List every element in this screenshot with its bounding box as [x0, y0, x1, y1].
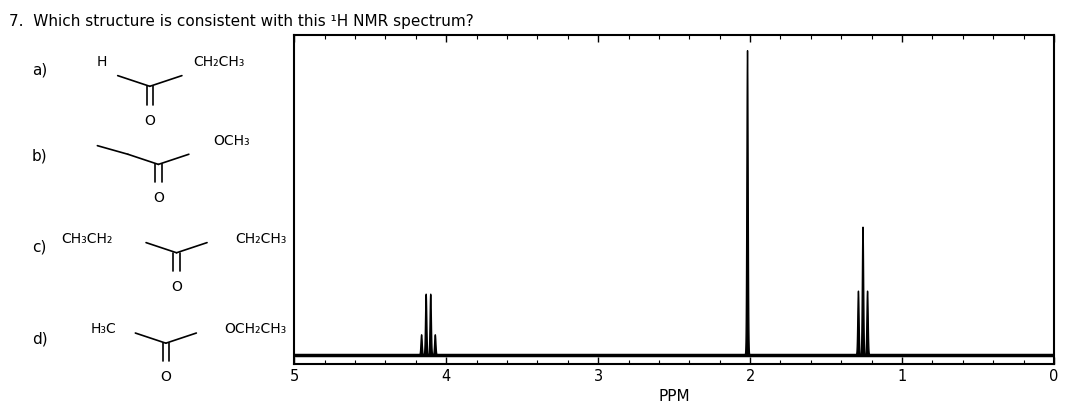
Text: 7.  Which structure is consistent with this ¹H NMR spectrum?: 7. Which structure is consistent with th…: [9, 14, 473, 29]
Text: CH₂CH₃: CH₂CH₃: [194, 55, 245, 69]
Text: H: H: [96, 55, 107, 69]
Text: O: O: [144, 114, 155, 128]
Text: O: O: [171, 280, 182, 294]
Text: CH₃CH₂: CH₃CH₂: [61, 231, 113, 245]
Text: OCH₃: OCH₃: [213, 134, 250, 148]
Text: O: O: [160, 370, 171, 384]
Text: OCH₂CH₃: OCH₂CH₃: [224, 322, 287, 336]
X-axis label: PPM: PPM: [658, 389, 690, 404]
Text: O: O: [153, 192, 164, 206]
Text: b): b): [32, 149, 48, 164]
Text: H₃C: H₃C: [90, 322, 117, 336]
Text: c): c): [32, 239, 46, 254]
Text: a): a): [32, 62, 47, 77]
Text: CH₂CH₃: CH₂CH₃: [234, 231, 287, 245]
Text: d): d): [32, 332, 48, 346]
